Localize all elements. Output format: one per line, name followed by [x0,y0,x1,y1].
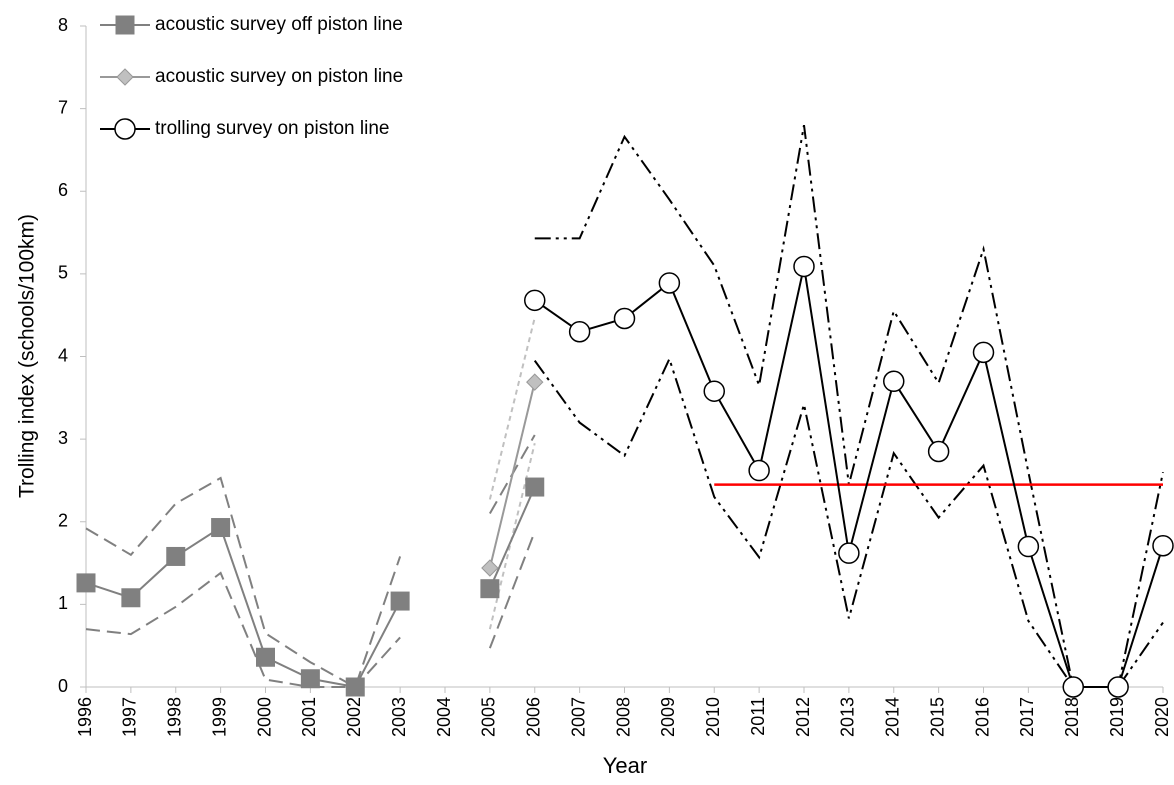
marker [300,669,320,689]
x-tick-label: 2017 [1017,697,1037,737]
marker [390,591,410,611]
x-tick-label: 2010 [703,697,723,737]
x-axis-label: Year [603,753,647,778]
series-line [85,531,536,688]
y-tick-label: 3 [58,428,68,448]
legend-marker [116,68,134,86]
marker [703,380,725,402]
x-tick-label: 2008 [613,697,633,737]
legend-label: acoustic survey on piston line [155,66,403,87]
x-tick-label: 2004 [434,697,454,737]
x-tick-label: 1998 [165,697,185,737]
marker [1152,534,1174,557]
x-tick-label: 2007 [568,697,588,737]
x-tick-label: 2014 [883,697,903,737]
x-tick-label: 2001 [299,697,319,737]
series-line [85,434,536,689]
x-tick-label: 1996 [75,697,95,737]
y-tick-label: 2 [58,511,68,531]
marker [1107,676,1129,698]
x-tick-label: 2019 [1107,697,1127,737]
marker [526,373,544,391]
x-tick-label: 2015 [927,697,947,737]
marker [76,573,96,593]
marker [256,647,275,667]
marker [1017,535,1040,558]
x-tick-label: 2013 [838,697,858,737]
x-tick-label: 2002 [344,697,364,737]
x-tick-label: 2011 [748,697,768,736]
y-tick-label: 4 [58,345,68,365]
marker [568,320,591,343]
marker [1062,676,1084,698]
marker [883,370,905,393]
marker [658,272,681,294]
marker [613,307,636,330]
x-tick-label: 2018 [1062,697,1082,737]
y-axis-label: Trolling index (schools/100km) [16,214,39,498]
marker [838,542,860,564]
x-tick-label: 1999 [209,697,229,737]
x-tick-label: 2020 [1152,697,1172,737]
x-tick-label: 2012 [793,697,813,737]
y-tick-label: 7 [58,97,68,117]
series-line [85,486,536,689]
y-tick-label: 0 [58,676,68,696]
x-tick-label: 2000 [254,697,274,737]
marker [793,255,815,278]
x-tick-label: 2003 [389,697,409,737]
legend-marker [114,118,136,140]
marker [166,546,186,566]
series-line [488,381,536,569]
series-line [534,124,1164,688]
marker [211,518,231,538]
x-tick-label: 1997 [120,697,140,737]
marker [927,440,950,463]
marker [524,289,546,312]
marker [121,588,141,608]
y-tick-label: 6 [58,180,68,200]
marker [748,459,770,482]
legend-label: acoustic survey off piston line [155,14,403,35]
x-tick-label: 2005 [479,697,499,737]
legend-marker [115,15,135,35]
series-line [488,443,536,630]
legend-label: trolling survey on piston line [155,118,389,139]
x-tick-label: 2006 [524,697,544,737]
series-line [488,317,536,500]
marker [525,477,545,497]
marker [480,579,500,599]
marker [481,559,499,577]
series-line [533,356,1164,688]
x-tick-label: 2016 [972,697,992,737]
y-tick-label: 5 [58,263,68,283]
marker [345,677,365,697]
marker [972,341,995,364]
x-tick-label: 2009 [658,697,678,737]
y-tick-label: 8 [58,15,68,35]
y-tick-label: 1 [58,593,68,613]
